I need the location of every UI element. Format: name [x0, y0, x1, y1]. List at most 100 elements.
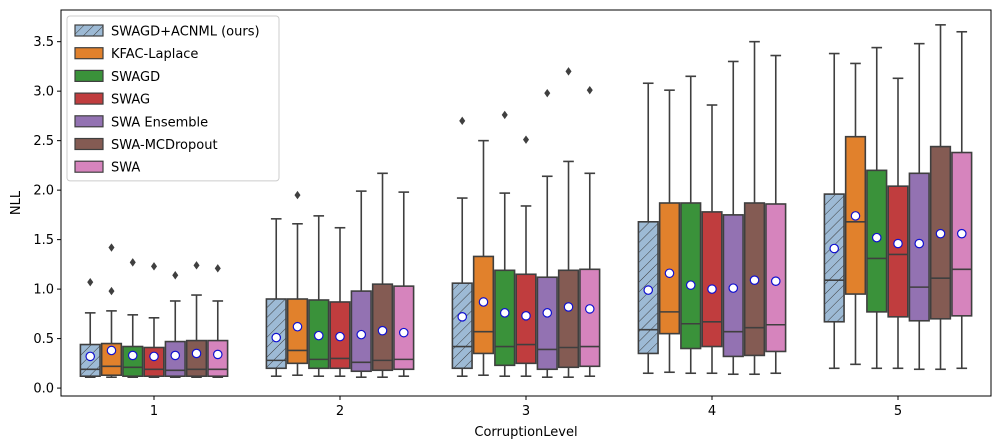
- legend: SWAGD+ACNML (ours) KFAC-Laplace SWAGD SWAG S…: [66, 15, 280, 182]
- mean-marker: [356, 329, 367, 340]
- mean-marker: [127, 350, 138, 361]
- y-tick-label: 0.5: [33, 332, 54, 347]
- mean-marker: [398, 327, 409, 338]
- y-tick-label: 1.5: [33, 233, 54, 248]
- legend-item: SWAGD: [74, 69, 160, 85]
- mean-marker: [170, 350, 181, 361]
- box-iqr: [494, 269, 516, 367]
- series-swa: [207, 30, 973, 378]
- y-tick-label: 3.5: [33, 35, 54, 50]
- legend-label: SWA-MCDropout: [111, 138, 218, 153]
- outlier-point: [214, 264, 221, 273]
- outlier-point: [172, 271, 179, 280]
- legend-label: KFAC-Laplace: [111, 47, 198, 62]
- legend-label: SWA Ensemble: [111, 115, 208, 130]
- box-iqr: [887, 185, 909, 318]
- x-tick-label: 5: [894, 404, 902, 419]
- box-iqr: [658, 202, 681, 335]
- outlier-point: [459, 116, 466, 126]
- mean-marker: [191, 348, 202, 359]
- series-kfac-laplace: [100, 62, 867, 378]
- legend-item: SWA-MCDropout: [74, 137, 218, 153]
- outlier-point: [129, 258, 136, 267]
- series-swag: [143, 77, 909, 378]
- box-iqr: [122, 345, 144, 378]
- legend-label: SWA: [111, 161, 140, 176]
- y-tick-label: 3.0: [33, 85, 54, 100]
- plot-frame: [60, 9, 992, 397]
- box-iqr: [680, 202, 702, 350]
- legend-frame: [66, 15, 280, 182]
- series-swa-ensemble: [164, 42, 930, 378]
- series-swa-mcdropout: [185, 24, 952, 378]
- outlier-point: [108, 243, 115, 252]
- y-tick-label: 1.0: [33, 283, 54, 298]
- mean-marker: [914, 238, 925, 249]
- y-tick-label: 2.0: [33, 184, 54, 199]
- outlier-point: [586, 85, 593, 95]
- mean-marker: [871, 232, 882, 243]
- legend-label: SWAGD+ACNML (ours): [111, 25, 260, 40]
- box-iqr: [451, 282, 473, 370]
- mean-marker: [584, 304, 595, 314]
- mean-marker: [106, 345, 117, 356]
- outlier-point: [501, 110, 508, 120]
- x-tick-label: 4: [708, 404, 716, 419]
- mean-marker: [85, 351, 96, 362]
- mean-marker: [478, 297, 489, 307]
- x-axis-title: CorruptionLevel: [474, 425, 577, 440]
- legend-swatch: [74, 115, 104, 128]
- box-iqr: [393, 285, 415, 371]
- mean-marker: [956, 228, 967, 239]
- x-tick-label: 3: [522, 404, 530, 419]
- outlier-point: [522, 135, 530, 144]
- legend-swatch: [74, 47, 104, 60]
- mean-marker: [271, 332, 282, 343]
- y-tick-label: 0.0: [33, 382, 54, 397]
- box-iqr: [701, 211, 723, 348]
- mean-marker: [893, 238, 903, 249]
- mean-marker: [770, 276, 781, 286]
- outlier-point: [87, 277, 94, 287]
- legend-label: SWAG: [111, 93, 150, 108]
- y-tick-label: 2.5: [33, 134, 54, 149]
- series-swagd: [122, 46, 888, 378]
- x-tick-label: 2: [336, 404, 344, 419]
- outlier-point: [108, 286, 115, 296]
- x-tick-label: 1: [150, 404, 158, 419]
- box-iqr: [536, 276, 558, 371]
- mean-marker: [542, 308, 553, 318]
- mean-marker: [313, 330, 324, 341]
- mean-marker: [149, 351, 159, 362]
- box-iqr: [579, 268, 601, 368]
- legend-swatch: [74, 69, 104, 83]
- legend-swatch: [74, 92, 104, 105]
- legend-swatch: [74, 137, 104, 151]
- mean-marker: [292, 321, 303, 332]
- legend-item: SWA: [74, 160, 140, 176]
- mean-marker: [707, 284, 717, 294]
- mean-marker: [499, 308, 510, 318]
- mean-marker: [377, 325, 388, 336]
- mean-marker: [829, 243, 840, 254]
- legend-item: SWA Ensemble: [74, 115, 208, 130]
- outlier-point: [150, 262, 158, 271]
- outlier-point: [565, 67, 572, 76]
- mean-marker: [664, 268, 675, 279]
- mean-marker: [212, 349, 223, 360]
- mean-marker: [457, 312, 468, 322]
- mean-marker: [749, 275, 760, 285]
- outlier-point: [193, 261, 200, 270]
- box-iqr: [557, 269, 580, 369]
- legend-item: SWAG: [74, 92, 150, 108]
- mean-marker: [935, 228, 946, 239]
- box-iqr: [823, 193, 845, 323]
- series-swagd-acnml-ours: [79, 52, 845, 378]
- legend-label: SWAGD: [111, 70, 160, 85]
- legend-swatch: [74, 160, 104, 173]
- outlier-point: [294, 190, 301, 200]
- box-iqr: [185, 339, 208, 378]
- mean-marker: [728, 283, 739, 293]
- legend-item: KFAC-Laplace: [74, 47, 198, 62]
